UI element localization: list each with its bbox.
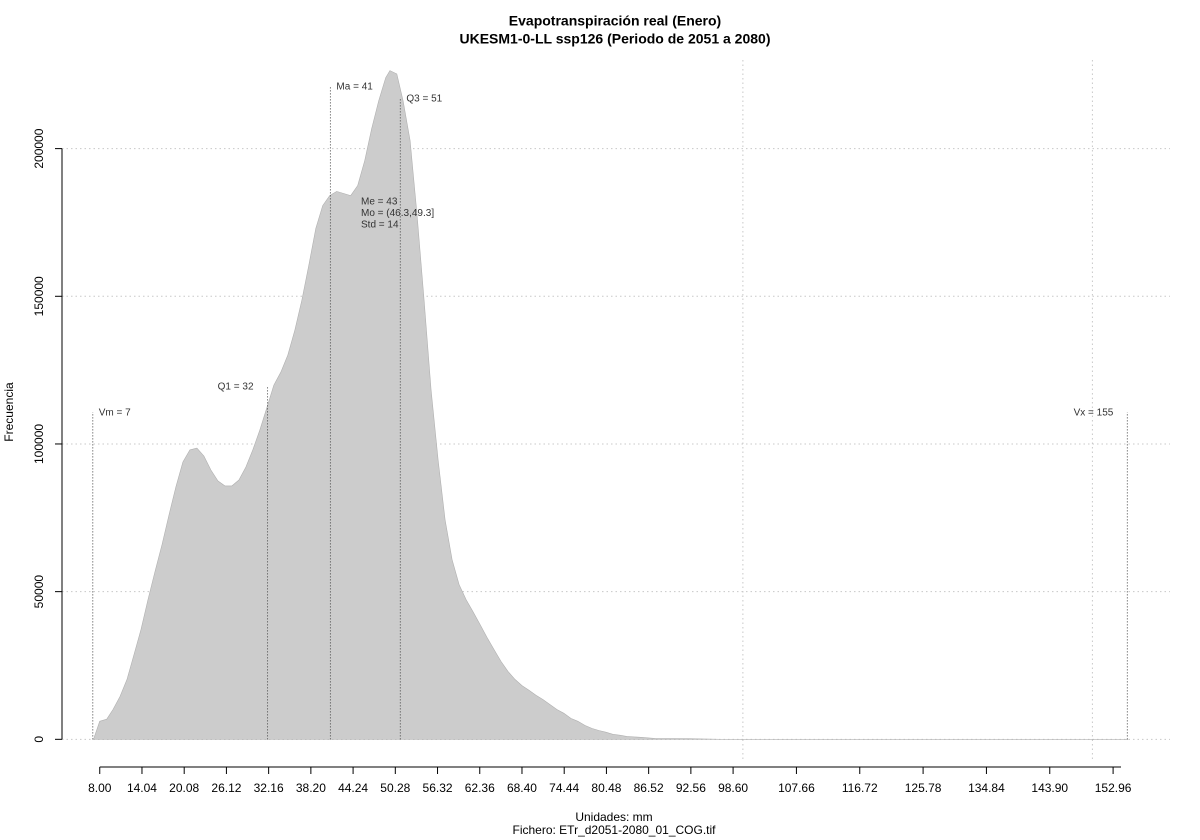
x-tick-label: 92.56 (676, 781, 706, 795)
x-tick-label: 68.40 (507, 781, 537, 795)
y-tick-label: 0 (32, 736, 46, 743)
x-tick-label: 107.66 (778, 781, 815, 795)
x-tick-label: 74.44 (549, 781, 579, 795)
x-tick-label: 152.96 (1095, 781, 1132, 795)
stat-label: Mo = (46.3,49.3] (361, 208, 434, 219)
x-tick-label: 62.36 (465, 781, 495, 795)
x-tick-label: 86.52 (634, 781, 664, 795)
marker-label: Ma = 41 (336, 81, 373, 92)
marker-label: Vm = 7 (99, 408, 131, 419)
x-tick-label: 20.08 (169, 781, 199, 795)
x-tick-label: 134.84 (968, 781, 1005, 795)
stat-label: Std = 14 (361, 220, 399, 231)
stat-label: Me = 43 (361, 197, 398, 208)
marker-label: Vx = 155 (1074, 408, 1114, 419)
y-tick-label: 150000 (32, 276, 46, 316)
x-tick-label: 32.16 (254, 781, 284, 795)
x-tick-label: 125.78 (905, 781, 942, 795)
chart-title: Evapotranspiración real (Enero) (509, 13, 721, 29)
x-tick-label: 14.04 (127, 781, 157, 795)
caption: Fichero: ETr_d2051-2080_01_COG.tif (513, 823, 717, 837)
x-tick-label: 50.28 (380, 781, 410, 795)
density-area (93, 70, 1129, 740)
x-tick-label: 44.24 (338, 781, 368, 795)
x-tick-label: 80.48 (591, 781, 621, 795)
marker-label: Q3 = 51 (406, 93, 442, 104)
marker-label: Q1 = 32 (218, 382, 254, 393)
x-axis-label: Unidades: mm (575, 810, 652, 824)
x-tick-label: 116.72 (842, 781, 878, 795)
x-tick-label: 98.60 (718, 781, 748, 795)
chart-subtitle: UKESM1-0-LL ssp126 (Periodo de 2051 a 20… (460, 31, 771, 47)
y-axis-label: Frecuencia (2, 382, 16, 442)
y-tick-label: 200000 (32, 128, 46, 168)
y-tick-label: 50000 (32, 575, 46, 609)
x-tick-label: 26.12 (211, 781, 241, 795)
y-tick-label: 100000 (32, 424, 46, 464)
x-tick-label: 143.90 (1031, 781, 1068, 795)
x-tick-label: 8.00 (88, 781, 112, 795)
x-tick-label: 38.20 (296, 781, 326, 795)
x-tick-label: 56.32 (423, 781, 453, 795)
